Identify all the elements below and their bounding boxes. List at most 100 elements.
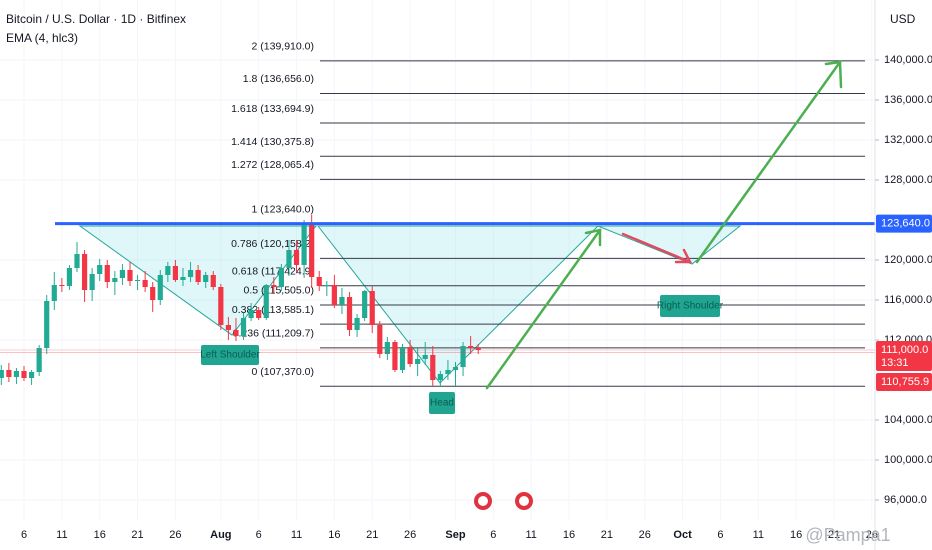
candle-body [392,342,398,370]
candle-body [240,318,247,336]
candle-body [142,280,148,287]
candle-body [180,277,186,280]
candle-body [28,372,35,378]
y-tick-label: 100,000.0 [884,454,932,466]
x-tick-label: 16 [790,529,802,541]
x-tick-label: 16 [94,529,106,541]
candle-body [362,291,368,318]
x-tick-label: Aug [210,529,231,541]
fib-label: 1.414 (130,375.8) [231,136,314,148]
x-tick-label: 26 [639,529,651,541]
arrow-head [824,60,843,89]
x-tick-label: Sep [445,529,465,541]
candle-body [210,275,216,287]
fib-label: 0.382 (113,585.1) [232,304,314,316]
candle-body [203,275,209,282]
candle-body [460,346,466,367]
x-tick-label: 6 [490,529,496,541]
candle-body [339,297,345,305]
candle-body [309,224,315,277]
candle-body [468,346,474,348]
candle-body [165,266,171,275]
candle-body [437,374,443,380]
candle-body [81,254,88,290]
x-tick-label: 16 [563,529,575,541]
tag: Left Shoulder [200,345,260,365]
y-tick-label: 132,000.0 [884,134,932,146]
candle-body [422,355,428,359]
candle-body [172,266,179,280]
candle-body [445,370,451,374]
candle-body [369,291,375,325]
fib-label: 1.618 (133,694.9) [231,103,314,115]
price-label-time: 13:31 [881,357,909,369]
candle-body [384,342,390,354]
fib-label: 1 (123,640.0) [252,203,314,215]
candle-body [316,277,322,286]
y-tick-label: 140,000.0 [884,54,932,66]
tag-box [429,392,455,414]
x-tick-label: 11 [291,529,302,541]
tag-box [201,345,259,365]
y-tick-label: 96,000.0 [884,494,927,506]
x-tick-label: 21 [828,529,840,541]
candle-body [248,310,254,318]
tag-label: Left Shoulder [200,350,260,361]
x-tick-label: 21 [366,529,378,541]
candle-body [354,318,360,330]
candle-body [263,285,269,318]
currency-label: USD [890,12,916,26]
x-tick-label: 21 [601,529,613,541]
price-label-box [876,373,932,391]
x-tick-label: 11 [753,529,764,541]
candle-body [225,325,231,330]
candle-body [187,270,194,277]
arrow [695,60,842,264]
x-tick-label: 16 [328,529,340,541]
right-shoulder-area [597,225,742,265]
candle-body [377,325,383,354]
y-tick-label: 128,000.0 [884,174,932,186]
fib-label: 0 (107,370.0) [252,366,314,378]
tag: Right Shoulder [657,295,724,317]
candle-body [301,224,307,265]
fib-label: 0.786 (120,158.2) [231,238,314,250]
event-icon-inner [519,496,529,506]
y-tick-label: 120,000.0 [884,254,932,266]
candle-body [324,285,330,286]
candle-body [195,270,201,282]
watermark: @Pampa1 [805,525,890,545]
tag-label: Head [430,398,454,409]
candle-body [452,367,459,370]
candle-body [134,280,141,281]
y-tick-label: 136,000.0 [884,94,932,106]
candle-body [399,347,406,370]
x-tick-label: 6 [21,529,27,541]
price-label: 123,640.0 [881,218,930,230]
candle-body [150,287,156,300]
candle-body [331,285,337,305]
arrow-head [584,228,602,247]
tag-label: Right Shoulder [657,301,724,312]
fib-label: 1.8 (136,656.0) [243,73,314,85]
fib-label: 0.5 (115,505.0) [244,285,314,297]
x-tick-label: 11 [56,529,67,541]
candle-body [36,348,42,372]
candle-body [74,254,80,268]
candle-body [475,348,481,350]
plot: 140,000.0 136,000.0 132,000.0 128,000.0 120,… [0,41,932,541]
candle-body [218,287,224,325]
event-icon-inner [478,496,488,506]
x-tick-label: 11 [525,529,536,541]
fib-label: 2 (139,910.0) [252,41,314,53]
x-tick-label: 6 [256,529,262,541]
y-tick-label: 104,000.0 [884,414,932,426]
candle-body [59,285,65,286]
candle-body [278,268,284,287]
candle-body [119,270,126,278]
candle-body [127,270,133,281]
candle-body [233,330,239,336]
x-tick-label: 26 [404,529,416,541]
chart-title: Bitcoin / U.S. Dollar · 1D · Bitfinex [6,12,186,26]
price-label-box [876,341,932,371]
